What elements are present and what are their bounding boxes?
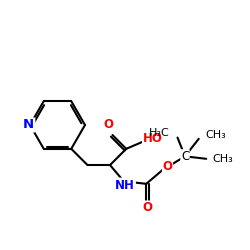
Text: H₃C: H₃C [149,128,170,138]
Text: N: N [23,118,34,132]
Text: CH₃: CH₃ [212,154,233,164]
Text: HO: HO [142,132,163,145]
Text: CH₃: CH₃ [205,130,226,140]
Text: O: O [104,118,114,131]
Text: O: O [162,160,172,173]
Text: NH: NH [115,178,135,192]
Text: C: C [181,150,189,163]
Text: O: O [142,201,152,214]
